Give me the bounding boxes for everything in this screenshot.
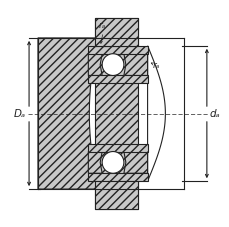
Text: rₐ: rₐ [152,61,159,70]
Polygon shape [88,173,147,181]
Bar [95,18,137,209]
Circle shape [102,54,123,75]
Polygon shape [123,152,147,173]
Polygon shape [88,144,147,152]
Bar [95,181,137,209]
Bar [95,18,137,46]
Text: rₐ: rₐ [98,21,105,30]
Polygon shape [88,46,147,54]
Polygon shape [88,75,147,83]
Text: dₐ: dₐ [209,109,220,119]
Polygon shape [123,54,147,75]
Polygon shape [147,46,165,181]
Text: Dₐ: Dₐ [14,109,26,119]
Polygon shape [38,38,97,189]
Circle shape [102,152,123,173]
Polygon shape [88,54,102,75]
Polygon shape [88,152,102,173]
